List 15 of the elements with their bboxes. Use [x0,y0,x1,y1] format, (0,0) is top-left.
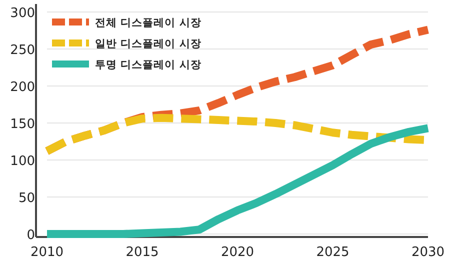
x-tick-label: 2010 [30,245,64,260]
y-tick-label: 150 [10,117,35,132]
y-tick-label: 0 [26,228,35,243]
y-tick-label: 100 [10,154,35,169]
legend-label: 투명 디스플레이 시장 [95,59,202,71]
legend-label: 전체 디스플레이 시장 [95,17,202,29]
legend-label: 일반 디스플레이 시장 [95,38,202,50]
y-tick-label: 200 [10,80,35,95]
x-tick-label: 2030 [411,245,445,260]
x-tick-label: 2015 [126,245,159,260]
x-tick-label: 2020 [220,245,254,260]
x-tick-label: 2025 [316,245,350,260]
y-tick-label: 50 [18,191,35,206]
y-tick-label: 300 [10,6,35,21]
y-tick-label: 250 [10,43,35,58]
